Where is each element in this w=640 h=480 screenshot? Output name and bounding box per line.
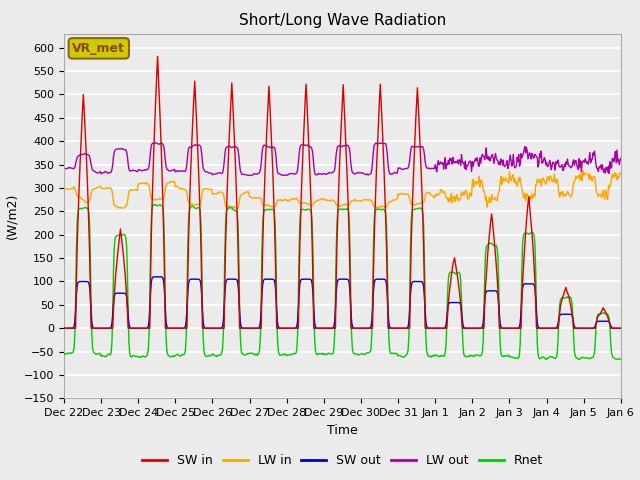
Legend: SW in, LW in, SW out, LW out, Rnet: SW in, LW in, SW out, LW out, Rnet (137, 449, 548, 472)
Text: VR_met: VR_met (72, 42, 125, 55)
X-axis label: Time: Time (327, 424, 358, 437)
Y-axis label: (W/m2): (W/m2) (5, 193, 19, 239)
Title: Short/Long Wave Radiation: Short/Long Wave Radiation (239, 13, 446, 28)
